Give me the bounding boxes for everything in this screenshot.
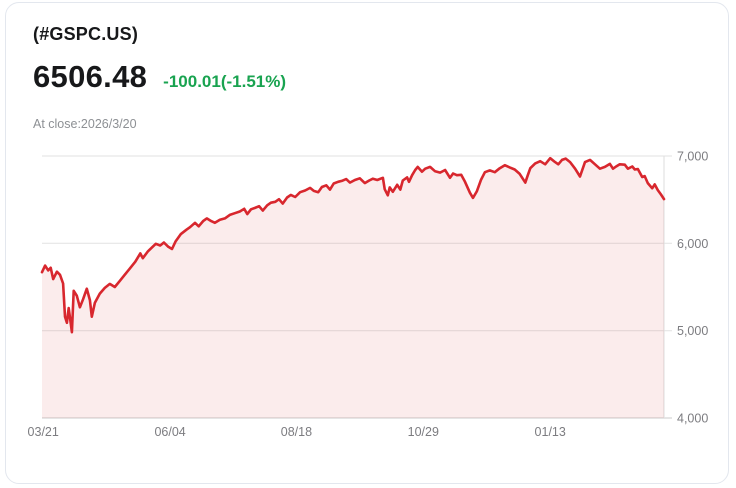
- x-axis-tick: 08/18: [281, 425, 312, 439]
- y-axis-tick: 6,000: [677, 237, 708, 251]
- y-axis-tick: 7,000: [677, 150, 708, 164]
- symbol-title: (#GSPC.US): [33, 24, 139, 44]
- x-axis-tick: 03/21: [28, 425, 59, 439]
- x-axis-tick: 10/29: [408, 425, 439, 439]
- price-row: 6506.48 -100.01(-1.51%): [33, 59, 286, 95]
- price-change: -100.01(-1.51%): [163, 72, 287, 91]
- x-axis-tick: 06/04: [154, 425, 185, 439]
- close-timestamp: At close:2026/3/20: [33, 117, 137, 131]
- y-axis-tick: 4,000: [677, 412, 708, 426]
- price-area: [42, 158, 664, 418]
- y-axis-tick: 5,000: [677, 324, 708, 338]
- x-axis-tick: 01/13: [535, 425, 566, 439]
- price-line: [40, 156, 666, 334]
- last-price: 6506.48: [33, 59, 148, 94]
